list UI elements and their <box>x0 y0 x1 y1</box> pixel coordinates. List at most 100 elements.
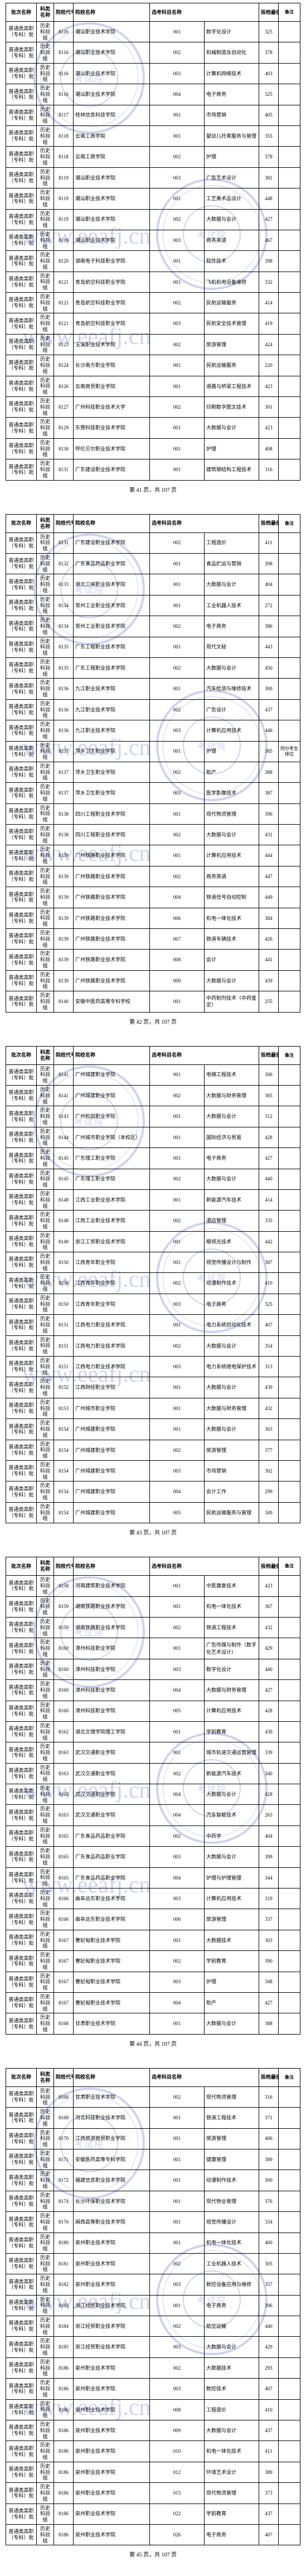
cell-note <box>279 418 300 438</box>
cell-note <box>279 1930 300 1950</box>
cell-kelei: 历史科目组 <box>37 1377 54 1398</box>
cell-prog-code: 001 <box>150 2013 205 2034</box>
cell-score: 432 <box>259 1617 279 1638</box>
cell-kelei: 历史科目组 <box>37 1461 54 1481</box>
cell-school-code: 8186 <box>54 2524 74 2545</box>
cell-prog-code: 001 <box>150 22 205 42</box>
cell-school-name: 广州铁路职业技术学院 <box>74 845 150 866</box>
cell-kelei: 历史科目组 <box>37 1085 54 1106</box>
cell-score: 428 <box>259 1127 279 1147</box>
col-prog: 选考科目名称 <box>150 1557 259 1576</box>
cell-batch: 普通类高职（专科）批 <box>6 355 37 376</box>
cell-prog-code: 004 <box>150 1805 205 1826</box>
cell-kelei: 历史科目组 <box>37 2441 54 2462</box>
cell-prog-code: 001 <box>150 2149 205 2170</box>
cell-school-code: 8119 <box>54 230 74 250</box>
cell-note <box>279 2295 300 2316</box>
table-row: 普通类高职（专科）批历史科目组8135广东工程职业技术学院002大数据与会计45… <box>6 657 300 678</box>
table-row: 普通类高职（专科）批历史科目组8180泉州职业技术学院001机电一体化技术400 <box>6 2233 300 2253</box>
cell-school-code: 8151 <box>54 1357 74 1377</box>
cell-prog-name: 印刷数字图文技术 <box>205 397 259 418</box>
cell-batch: 普通类高职（专科）批 <box>6 1763 37 1784</box>
table-row: 普通类高职（专科）批历史科目组8136九江职业技术学院003计算机应用技术446 <box>6 720 300 741</box>
cell-school-code: 8150 <box>54 1294 74 1314</box>
cell-school-name: 曹妃甸职业技术学院 <box>74 1992 150 2013</box>
cell-prog-code: 002 <box>150 2086 205 2107</box>
cell-prog-name: 婴幼儿托育服务与管理 <box>205 125 259 146</box>
cell-prog-code: 001 <box>150 637 205 657</box>
cell-prog-name: 新能源汽车技术 <box>205 1763 259 1784</box>
cell-note <box>279 1294 300 1314</box>
cell-score: 337 <box>259 1909 279 1930</box>
cell-school-name: 长沙环保职业技术学院 <box>74 2191 150 2211</box>
table-row: 普通类高职（专科）批历史科目组8123玉溪职业技术学院002旅游管理424 <box>6 334 300 355</box>
table-row: 普通类高职（专科）批历史科目组8139广州铁路职业技术学院009大数据与会计43… <box>6 970 300 991</box>
cell-note <box>279 272 300 292</box>
cell-note: 同分考生排位 <box>279 741 300 762</box>
cell-batch: 普通类高职（专科）批 <box>6 42 37 63</box>
cell-school-name: 九江职业技术学院 <box>74 679 150 699</box>
cell-batch: 普通类高职（专科）批 <box>6 637 37 657</box>
cell-score: 385 <box>259 1085 279 1106</box>
table-row: 普通类高职（专科）批历史科目组8171安徽医药高等专科学院001健康管理389 <box>6 2149 300 2170</box>
cell-school-name: 曲阜远东职业技术学院 <box>74 1909 150 1930</box>
cell-score: 334 <box>259 2212 279 2233</box>
cell-score: 431 <box>259 825 279 845</box>
cell-score: 384 <box>259 908 279 928</box>
cell-note <box>279 2524 300 2545</box>
cell-prog-name: 计算机应用技术 <box>205 720 259 741</box>
table-row: 普通类高职（专科）批历史科目组8136九江职业技术学院001汽车检测与维修技术3… <box>6 679 300 699</box>
table-row: 普通类高职（专科）批历史科目组8120湖南电子科技职业学院001软件技术398 <box>6 251 300 272</box>
cell-note <box>279 1481 300 1502</box>
cell-kelei: 历史科目组 <box>37 720 54 741</box>
cell-school-name: 浙江经贸职业技术学院 <box>74 2295 150 2316</box>
cell-prog-code: 001 <box>150 991 205 1012</box>
cell-prog-name: 计算机网络技术 <box>205 63 259 84</box>
cell-prog-code: 001 <box>150 2233 205 2253</box>
cell-batch: 普通类高职（专科）批 <box>6 1315 37 1335</box>
cell-school-code: 8165 <box>54 1867 74 1888</box>
cell-kelei: 历史科目组 <box>37 209 54 230</box>
table-row: 普通类高职（专科）批历史科目组8126云南商贸职业学院001道路与桥梁工程技术4… <box>6 376 300 396</box>
cell-kelei: 历史科目组 <box>37 1398 54 1418</box>
cell-school-name: 江西电力职业技术学院 <box>74 1315 150 1335</box>
cell-school-name: 广州城建职业学院 <box>74 1440 150 1460</box>
cell-school-name: 潮汕职业技术学院 <box>74 230 150 250</box>
cell-batch: 普通类高职（专科）批 <box>6 1461 37 1481</box>
cell-prog-name: 大数据与会计 <box>205 1419 259 1440</box>
cell-school-name: 河北科技职业技术学院 <box>74 2108 150 2128</box>
table-row: 普通类高职（专科）批历史科目组8160漳州科技职业学院003数字化设计440 <box>6 1659 300 1679</box>
cell-school-name: 广州铁路职业技术学院 <box>74 929 150 950</box>
cell-school-code: 8168 <box>54 2013 74 2034</box>
table-row: 普通类高职（专科）批历史科目组8159湖南铁路职业技术学院001机电一体化技术3… <box>6 1596 300 1617</box>
table-row: 普通类高职（专科）批历史科目组8131广东建设职业技术学院002工程造价411 <box>6 532 300 553</box>
cell-note <box>279 1064 300 1085</box>
table-row: 普通类高职（专科）批历史科目组8118云南工商学院001婴幼儿托育服务与管理35… <box>6 125 300 146</box>
cell-school-name: 湖北文理学院理工学院 <box>74 1721 150 1742</box>
cell-note <box>279 2212 300 2233</box>
cell-school-name: 甘肃职业技术学院 <box>74 2086 150 2107</box>
cell-score: 442 <box>259 1231 279 1252</box>
cell-prog-code: 001 <box>150 803 205 824</box>
cell-school-code: 8185 <box>54 2337 74 2357</box>
cell-prog-code: 002 <box>150 616 205 637</box>
cell-batch: 普通类高职（专科）批 <box>6 553 37 574</box>
table-row: 普通类高职（专科）批历史科目组8169河北科技职业技术学院001铁道工程技术37… <box>6 2108 300 2128</box>
cell-school-code: 8133 <box>54 574 74 595</box>
cell-kelei: 历史科目组 <box>37 1189 54 1210</box>
cell-school-code: 8160 <box>54 1701 74 1721</box>
cell-batch: 普通类高职（专科）批 <box>6 2462 37 2482</box>
col-school-code: 院校代号 <box>54 3 74 22</box>
cell-note <box>279 970 300 991</box>
cell-score: 399 <box>259 1847 279 1867</box>
cell-batch: 普通类高职（专科）批 <box>6 1440 37 1460</box>
cell-school-name: 江西工业职业技术学院 <box>74 1189 150 1210</box>
cell-kelei: 历史科目组 <box>37 2420 54 2441</box>
cell-note <box>279 167 300 188</box>
cell-kelei: 历史科目组 <box>37 2013 54 2034</box>
cell-prog-code: 002 <box>150 2357 205 2378</box>
cell-note <box>279 679 300 699</box>
col-note: 备注 <box>279 514 300 532</box>
col-score: 投档最低分 <box>259 1557 279 1576</box>
table-row: 普通类高职（专科）批历史科目组8182泉州职业技术学院003数控设备应用与维修3… <box>6 2274 300 2295</box>
